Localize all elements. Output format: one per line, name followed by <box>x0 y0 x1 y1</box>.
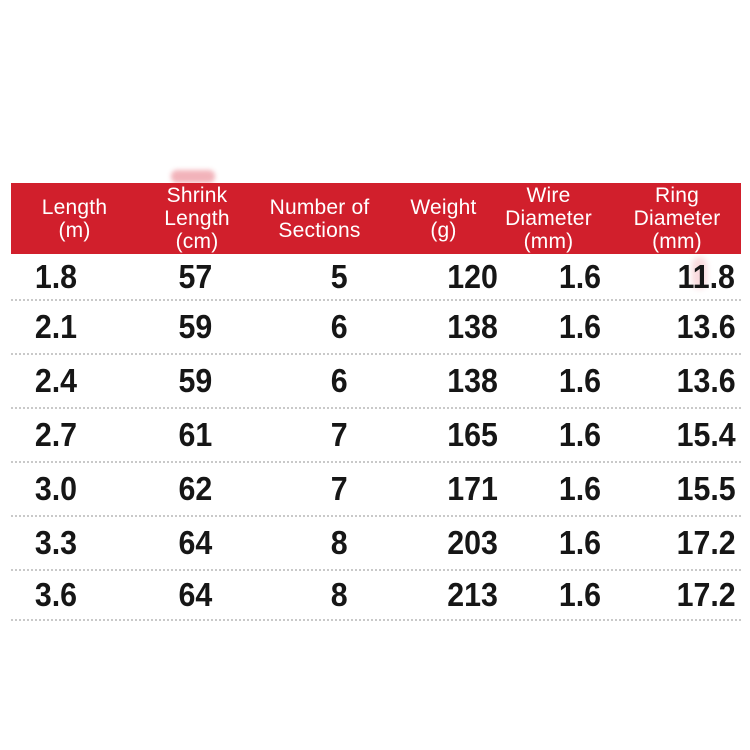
table-cell-ring-diameter: 13.6 <box>676 308 736 345</box>
table-cell-ring-diameter: 17.2 <box>676 524 736 561</box>
table-cell-length: 3.0 <box>34 470 77 507</box>
column-header-weight: Weight (g) <box>410 195 477 242</box>
table-cell-length: 2.1 <box>34 308 77 345</box>
watermark-artifact-icon <box>171 170 215 183</box>
column-header-number-of-sections: Number of Sections <box>269 195 370 242</box>
table-cell-length: 2.4 <box>34 362 77 399</box>
table-cell-length: 3.3 <box>34 524 77 561</box>
column-header-shrink-length: Shrink Length (cm) <box>164 184 230 253</box>
table-cell-sections: 7 <box>331 416 348 453</box>
table-cell-shrink-length: 59 <box>178 362 212 399</box>
table-cell-wire-diameter: 1.6 <box>558 308 601 345</box>
table-row: 2.4 59 6 138 1.6 13.6 <box>11 355 741 409</box>
table-cell-weight: 138 <box>447 308 498 345</box>
table-cell-sections: 7 <box>331 470 348 507</box>
table-cell-wire-diameter: 1.6 <box>558 524 601 561</box>
table-cell-weight: 171 <box>447 470 498 507</box>
table-cell-weight: 165 <box>447 416 498 453</box>
table-row: 3.3 64 8 203 1.6 17.2 <box>11 517 741 571</box>
table-cell-sections: 5 <box>331 257 348 295</box>
spec-table: Length (m) Shrink Length (cm) Number of … <box>11 183 741 621</box>
table-cell-weight: 213 <box>447 576 498 613</box>
table-row: 2.1 59 6 138 1.6 13.6 <box>11 301 741 355</box>
table-cell-wire-diameter: 1.6 <box>558 257 601 295</box>
table-cell-weight: 138 <box>447 362 498 399</box>
table-cell-wire-diameter: 1.6 <box>558 470 601 507</box>
table-cell-shrink-length: 57 <box>178 257 212 295</box>
table-cell-sections: 6 <box>331 308 348 345</box>
table-cell-ring-diameter: 17.2 <box>676 576 736 613</box>
table-cell-ring-diameter: 15.4 <box>676 416 736 453</box>
table-cell-wire-diameter: 1.6 <box>558 362 601 399</box>
table-header-row: Length (m) Shrink Length (cm) Number of … <box>11 183 741 254</box>
table-cell-weight: 120 <box>447 257 498 295</box>
table-cell-shrink-length: 59 <box>178 308 212 345</box>
table-cell-wire-diameter: 1.6 <box>558 416 601 453</box>
table-cell-shrink-length: 61 <box>178 416 212 453</box>
table-cell-sections: 8 <box>331 576 348 613</box>
table-cell-ring-diameter: 11.8 <box>677 257 735 295</box>
table-cell-ring-diameter: 13.6 <box>676 362 736 399</box>
table-row: 1.8 57 5 120 1.6 11.8 <box>11 254 741 301</box>
table-cell-weight: 203 <box>447 524 498 561</box>
table-cell-sections: 6 <box>331 362 348 399</box>
table-cell-shrink-length: 64 <box>178 576 212 613</box>
table-cell-shrink-length: 64 <box>178 524 212 561</box>
column-header-length: Length (m) <box>41 195 108 242</box>
column-header-wire-diameter: Wire Diameter (mm) <box>505 184 592 253</box>
column-header-ring-diameter: Ring Diameter (mm) <box>633 184 721 253</box>
table-cell-length: 3.6 <box>34 576 77 613</box>
table-cell-wire-diameter: 1.6 <box>558 576 601 613</box>
table-cell-sections: 8 <box>331 524 348 561</box>
table-row: 3.0 62 7 171 1.6 15.5 <box>11 463 741 517</box>
table-cell-shrink-length: 62 <box>178 470 212 507</box>
table-row: 3.6 64 8 213 1.6 17.2 <box>11 571 741 621</box>
table-cell-ring-diameter: 15.5 <box>676 470 736 507</box>
table-cell-length: 2.7 <box>34 416 77 453</box>
table-row: 2.7 61 7 165 1.6 15.4 <box>11 409 741 463</box>
table-cell-length: 1.8 <box>34 257 77 295</box>
